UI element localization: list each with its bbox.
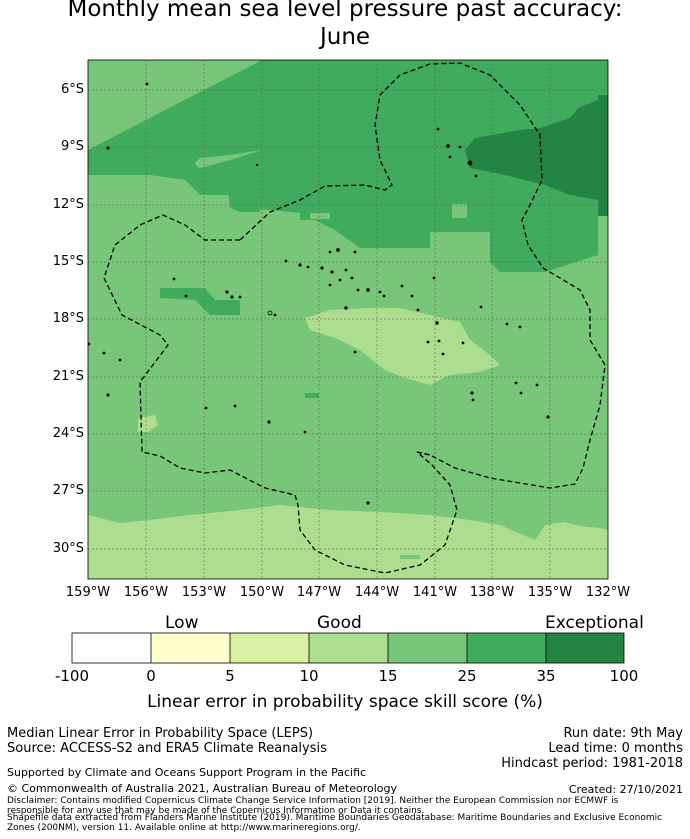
disclaimer-line: Disclaimer: Contains modified Copernicus… (7, 796, 619, 806)
skill-region-light-sw (138, 415, 158, 432)
chart-subtitle: June (319, 24, 371, 50)
skill-region-small-3 (452, 204, 467, 218)
data-source: Source: ACCESS-S2 and ERA5 Climate Reana… (7, 741, 327, 756)
colorbar-tick: 5 (225, 667, 235, 685)
lon-label: 159°W (65, 585, 111, 600)
lon-label: 135°W (527, 585, 573, 600)
colorbar-title: Linear error in probability space skill … (147, 692, 543, 712)
lon-label: 147°W (296, 585, 342, 600)
lat-label: 24°S (52, 426, 84, 441)
colorbar-segment (230, 633, 309, 663)
eez-boundary-segment (416, 451, 431, 456)
eez-boundary-french-polynesia (103, 62, 606, 574)
lead-time: Lead time: 0 months (548, 741, 683, 756)
disclaimer-line: Shapefile data extracted from Flanders M… (7, 813, 663, 823)
skill-region-strip (400, 555, 420, 559)
skill-region-small-2 (310, 213, 330, 219)
lat-label: 15°S (52, 254, 84, 269)
lat-label: 6°S (60, 82, 84, 97)
colorbar-tick: 100 (609, 667, 639, 685)
colorbar-segment (72, 633, 151, 663)
lon-label: 141°W (412, 585, 458, 600)
support-text: Supported by Climate and Oceans Support … (7, 766, 367, 779)
colorbar-tick: 15 (378, 667, 398, 685)
skill-region-west-band (88, 150, 230, 195)
colorbar-segment (309, 633, 388, 663)
lat-label: 30°S (52, 541, 84, 556)
skill-region-exceptional (465, 60, 608, 216)
disclaimer-line: Zones (200NM), version 11. Available onl… (7, 823, 361, 833)
colorbar-tick: 10 (299, 667, 319, 685)
skill-region-small (305, 393, 319, 398)
chart-title: Monthly mean sea level pressure past acc… (67, 0, 623, 22)
skill-region-south (88, 505, 608, 579)
hindcast-period: Hindcast period: 1981-2018 (501, 756, 683, 771)
created-date: Created: 27/10/2021 (568, 783, 683, 796)
legend-category-low: Low (165, 613, 199, 633)
colorbar (71, 632, 625, 664)
skill-region-patch (160, 288, 240, 315)
map-frame (87, 59, 609, 580)
colorbar-tick: 35 (536, 667, 556, 685)
lon-label: 156°W (123, 585, 169, 600)
graticule (88, 60, 608, 579)
colorbar-segment (467, 633, 546, 663)
lon-label: 138°W (469, 585, 515, 600)
islands (87, 82, 550, 505)
lat-label: 21°S (52, 369, 84, 384)
lon-label: 153°W (181, 585, 227, 600)
lon-label: 132°W (585, 585, 631, 600)
lat-label: 9°S (60, 139, 84, 154)
disclaimer-line: responsible for any use that may be made… (7, 806, 425, 816)
lat-label: 12°S (52, 197, 84, 212)
legend-category-good: Good (317, 613, 362, 633)
product-name: Median Linear Error in Probability Space… (7, 726, 314, 741)
skill-region-light (305, 308, 500, 385)
legend-category-exceptional: Exceptional (545, 613, 644, 633)
skill-region-north (185, 60, 608, 272)
colorbar-segment (546, 633, 624, 663)
skill-region-top-2 (88, 60, 262, 172)
lon-label: 144°W (354, 585, 400, 600)
lat-label: 18°S (52, 311, 84, 326)
copyright-text: © Commonwealth of Australia 2021, Austra… (7, 782, 397, 795)
lon-label: 150°W (239, 585, 285, 600)
colorbar-tick: -100 (54, 667, 90, 685)
colorbar-segment (388, 633, 467, 663)
colorbar-tick: 25 (457, 667, 477, 685)
colorbar-segment (151, 633, 230, 663)
colorbar-tick: 0 (146, 667, 156, 685)
lat-label: 27°S (52, 483, 84, 498)
colorbar-frame (71, 632, 625, 664)
run-date: Run date: 9th May (563, 726, 683, 741)
